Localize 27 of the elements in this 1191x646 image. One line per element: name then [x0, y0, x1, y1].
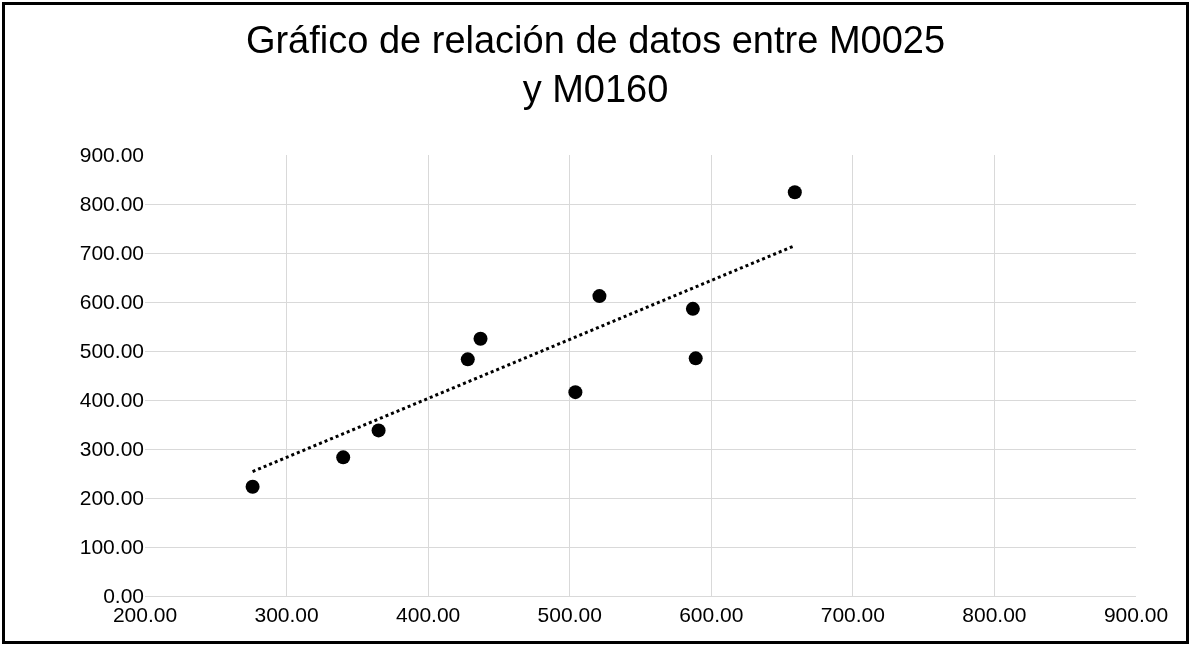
point — [685, 301, 700, 316]
y-tick-label: 100.00 — [79, 535, 144, 559]
y-tick-label: 400.00 — [79, 388, 144, 412]
x-tick-label: 600.00 — [679, 603, 744, 627]
y-tick-label: 600.00 — [79, 290, 144, 314]
chart-title: Gráfico de relación de datos entre M0025 y M0160 — [245, 18, 946, 111]
point — [568, 385, 583, 400]
x-tick-label: 900.00 — [1103, 603, 1169, 627]
point — [336, 450, 351, 465]
x-tick-label: 700.00 — [820, 603, 885, 627]
point — [371, 423, 386, 438]
point — [787, 185, 802, 200]
x-tick-label: 500.00 — [537, 603, 602, 627]
x-tick-label: 400.00 — [396, 603, 461, 627]
x-tick-label: 300.00 — [254, 603, 319, 627]
point — [460, 352, 475, 367]
y-tick-label: 800.00 — [79, 192, 144, 216]
point — [592, 289, 607, 304]
y-tick-label: 200.00 — [79, 486, 144, 510]
y-tick-label: 900.00 — [79, 143, 144, 167]
y-tick-label: 700.00 — [79, 241, 144, 265]
point — [473, 331, 488, 346]
y-tick-label: 500.00 — [79, 339, 144, 363]
x-tick-label: 800.00 — [962, 603, 1027, 627]
point — [245, 479, 260, 494]
y-tick-label: 300.00 — [79, 437, 144, 461]
point — [688, 351, 703, 366]
